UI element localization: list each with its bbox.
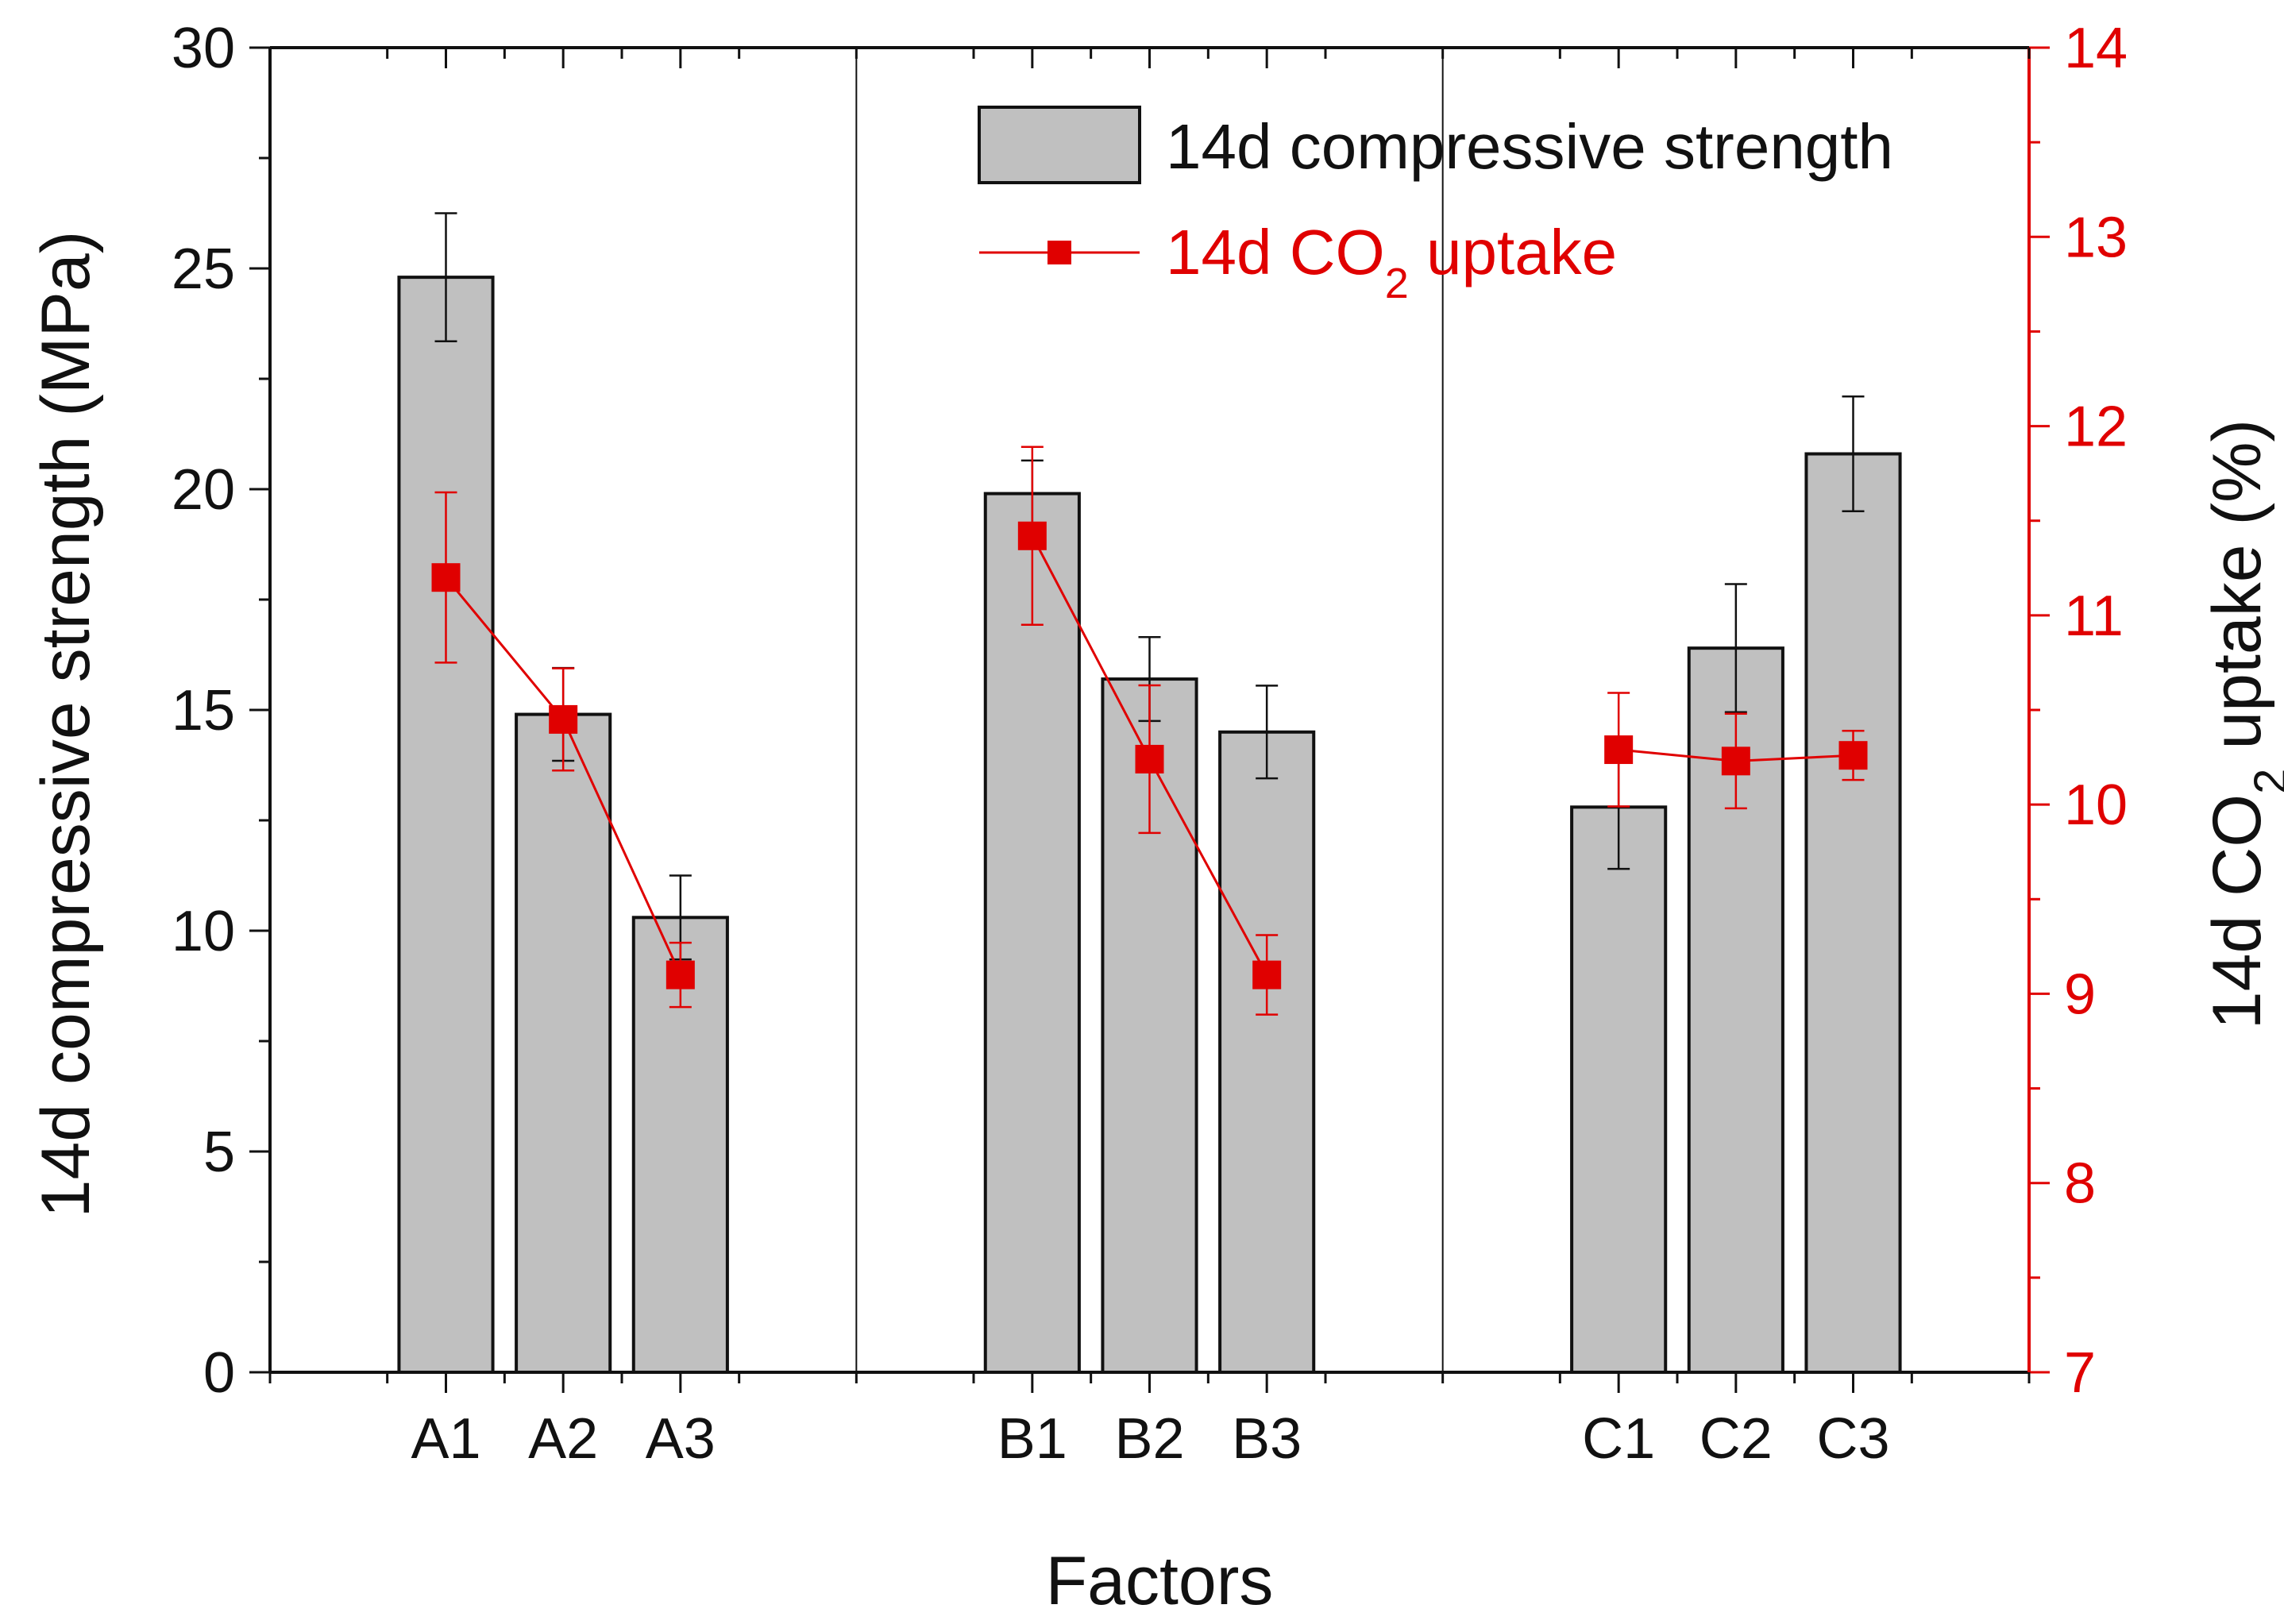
legend-co2-part-2: uptake [1409, 217, 1617, 287]
y2-label-subscript: 2 [2245, 769, 2284, 794]
co2-series-layer [431, 446, 1868, 1016]
x-tick-label-B1: B1 [997, 1407, 1067, 1471]
axes-layer: 0 5 10 15 20 25 30 7 8 9 10 11 12 13 14 A1 A2 A3 B1 B2 B3 C1 C… [172, 17, 2128, 1471]
co2-point-B3 [1252, 960, 1282, 989]
x-tick-label-C3: C3 [1816, 1407, 1889, 1471]
bar-B3 [1218, 730, 1316, 1374]
y2-label-part-1: 14d CO [2199, 794, 2275, 1029]
x-axis-label: Factors [1046, 1543, 1274, 1619]
legend-marker-co2 [1047, 241, 1071, 264]
y-tick-label-30: 30 [172, 17, 235, 80]
bar-A2 [515, 712, 612, 1374]
y-tick-label-25: 25 [172, 237, 235, 301]
y-tick-label-0: 0 [203, 1341, 235, 1405]
co2-point-B2 [1135, 744, 1164, 773]
y2-tick-label-10: 10 [2064, 773, 2128, 837]
y2-tick-label-7: 7 [2064, 1341, 2096, 1405]
legend: 14d compressive strength 14d CO2 uptake [978, 106, 1893, 307]
x-tick-label-A2: A2 [528, 1407, 598, 1471]
legend-label-strength: 14d compressive strength [1166, 111, 1893, 182]
legend-co2-subscript: 2 [1385, 260, 1409, 307]
co2-point-C3 [1838, 741, 1868, 770]
co2-point-A1 [431, 563, 461, 592]
co2-point-A2 [549, 704, 578, 734]
y2-tick-label-9: 9 [2064, 962, 2096, 1026]
bar-C3 [1804, 452, 1902, 1374]
y-tick-label-15: 15 [172, 679, 235, 743]
y2-tick-label-13: 13 [2064, 206, 2128, 269]
legend-label-co2: 14d CO2 uptake [1166, 217, 1617, 307]
bar-A1 [397, 276, 495, 1374]
bar-C1 [1570, 805, 1668, 1374]
y2-tick-label-14: 14 [2064, 17, 2128, 80]
y2-tick-label-11: 11 [2064, 584, 2124, 648]
group-separators [855, 48, 1444, 1372]
x-tick-label-B2: B2 [1114, 1407, 1184, 1471]
co2-point-A3 [666, 960, 695, 989]
co2-point-C2 [1721, 746, 1750, 776]
x-tick-label-C1: C1 [1582, 1407, 1655, 1471]
x-tick-label-B3: B3 [1232, 1407, 1302, 1471]
axis-labels: Factors 14d compressive strength (MPa) 1… [28, 231, 2284, 1619]
y2-tick-label-8: 8 [2064, 1152, 2096, 1216]
co2-point-B1 [1017, 521, 1047, 550]
x-tick-label-C2: C2 [1699, 1407, 1773, 1471]
y-tick-label-20: 20 [172, 458, 235, 522]
y2-axis-label: 14d CO2 uptake (%) [2199, 419, 2284, 1029]
y2-tick-label-12: 12 [2064, 395, 2128, 459]
x-tick-label-A1: A1 [411, 1407, 480, 1471]
y-axis-label: 14d compressive strength (MPa) [28, 231, 104, 1218]
co2-point-C1 [1604, 735, 1634, 765]
y-tick-label-10: 10 [172, 900, 235, 963]
y2-label-part-2: uptake (%) [2199, 419, 2275, 769]
x-tick-label-A3: A3 [646, 1407, 716, 1471]
legend-swatch-strength [978, 106, 1141, 184]
legend-co2-part-1: 14d CO [1166, 217, 1385, 287]
y-tick-label-5: 5 [203, 1121, 235, 1184]
